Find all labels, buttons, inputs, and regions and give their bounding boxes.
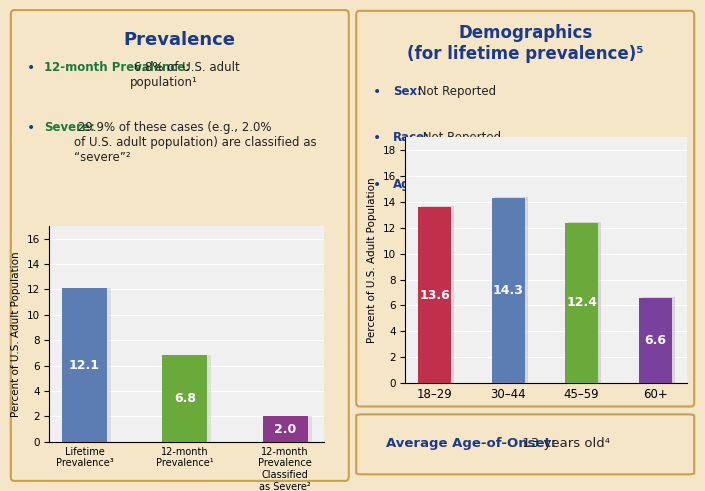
Bar — [421, 207, 454, 383]
Text: Race:: Race: — [393, 131, 429, 144]
Bar — [263, 416, 308, 442]
Text: •: • — [27, 61, 36, 75]
Text: Demographics
(for lifetime prevalence)⁵: Demographics (for lifetime prevalence)⁵ — [407, 25, 644, 63]
Y-axis label: Percent of U.S. Adult Population: Percent of U.S. Adult Population — [367, 177, 377, 343]
Bar — [418, 207, 451, 383]
Text: 13 years old⁴: 13 years old⁴ — [518, 436, 611, 450]
Text: 2.0: 2.0 — [274, 423, 296, 436]
Text: 6.8: 6.8 — [174, 392, 196, 405]
Text: 12.4: 12.4 — [566, 297, 597, 309]
Bar — [62, 288, 107, 442]
Bar — [639, 298, 672, 383]
Text: Prevalence: Prevalence — [124, 31, 235, 49]
Bar — [568, 222, 601, 383]
Text: •: • — [373, 178, 381, 191]
Text: Severe:: Severe: — [44, 121, 94, 134]
FancyBboxPatch shape — [11, 10, 349, 481]
Bar — [66, 288, 111, 442]
Text: Average Age-of-Onset:: Average Age-of-Onset: — [386, 436, 556, 450]
Text: 12-month Prevalence:: 12-month Prevalence: — [44, 61, 190, 74]
Text: Sex:: Sex: — [393, 84, 422, 98]
Text: •: • — [27, 121, 36, 135]
Text: •: • — [373, 84, 381, 99]
Bar — [162, 355, 207, 442]
Bar — [642, 297, 675, 383]
Bar — [263, 416, 308, 442]
Bar — [266, 416, 312, 442]
Text: Not Reported: Not Reported — [419, 131, 501, 144]
Bar — [495, 197, 527, 383]
Bar — [491, 198, 525, 383]
FancyBboxPatch shape — [356, 11, 694, 407]
Bar — [166, 355, 212, 442]
Y-axis label: Percent of U.S. Adult Population: Percent of U.S. Adult Population — [11, 251, 21, 417]
Text: 6.8% of U.S. adult
population¹: 6.8% of U.S. adult population¹ — [130, 61, 240, 89]
FancyBboxPatch shape — [356, 414, 694, 474]
Bar — [565, 223, 598, 383]
Text: 12.1: 12.1 — [69, 358, 100, 372]
Bar — [162, 355, 207, 442]
Text: 29.9% of these cases (e.g., 2.0%
of U.S. adult population) are classified as
“se: 29.9% of these cases (e.g., 2.0% of U.S.… — [74, 121, 317, 164]
Text: Not Reported: Not Reported — [414, 84, 496, 98]
Text: 13.6: 13.6 — [419, 289, 450, 301]
Text: 14.3: 14.3 — [493, 284, 524, 297]
Text: Age:: Age: — [393, 178, 423, 191]
Text: •: • — [373, 131, 381, 145]
Text: 6.6: 6.6 — [644, 334, 666, 347]
Bar — [62, 288, 107, 442]
